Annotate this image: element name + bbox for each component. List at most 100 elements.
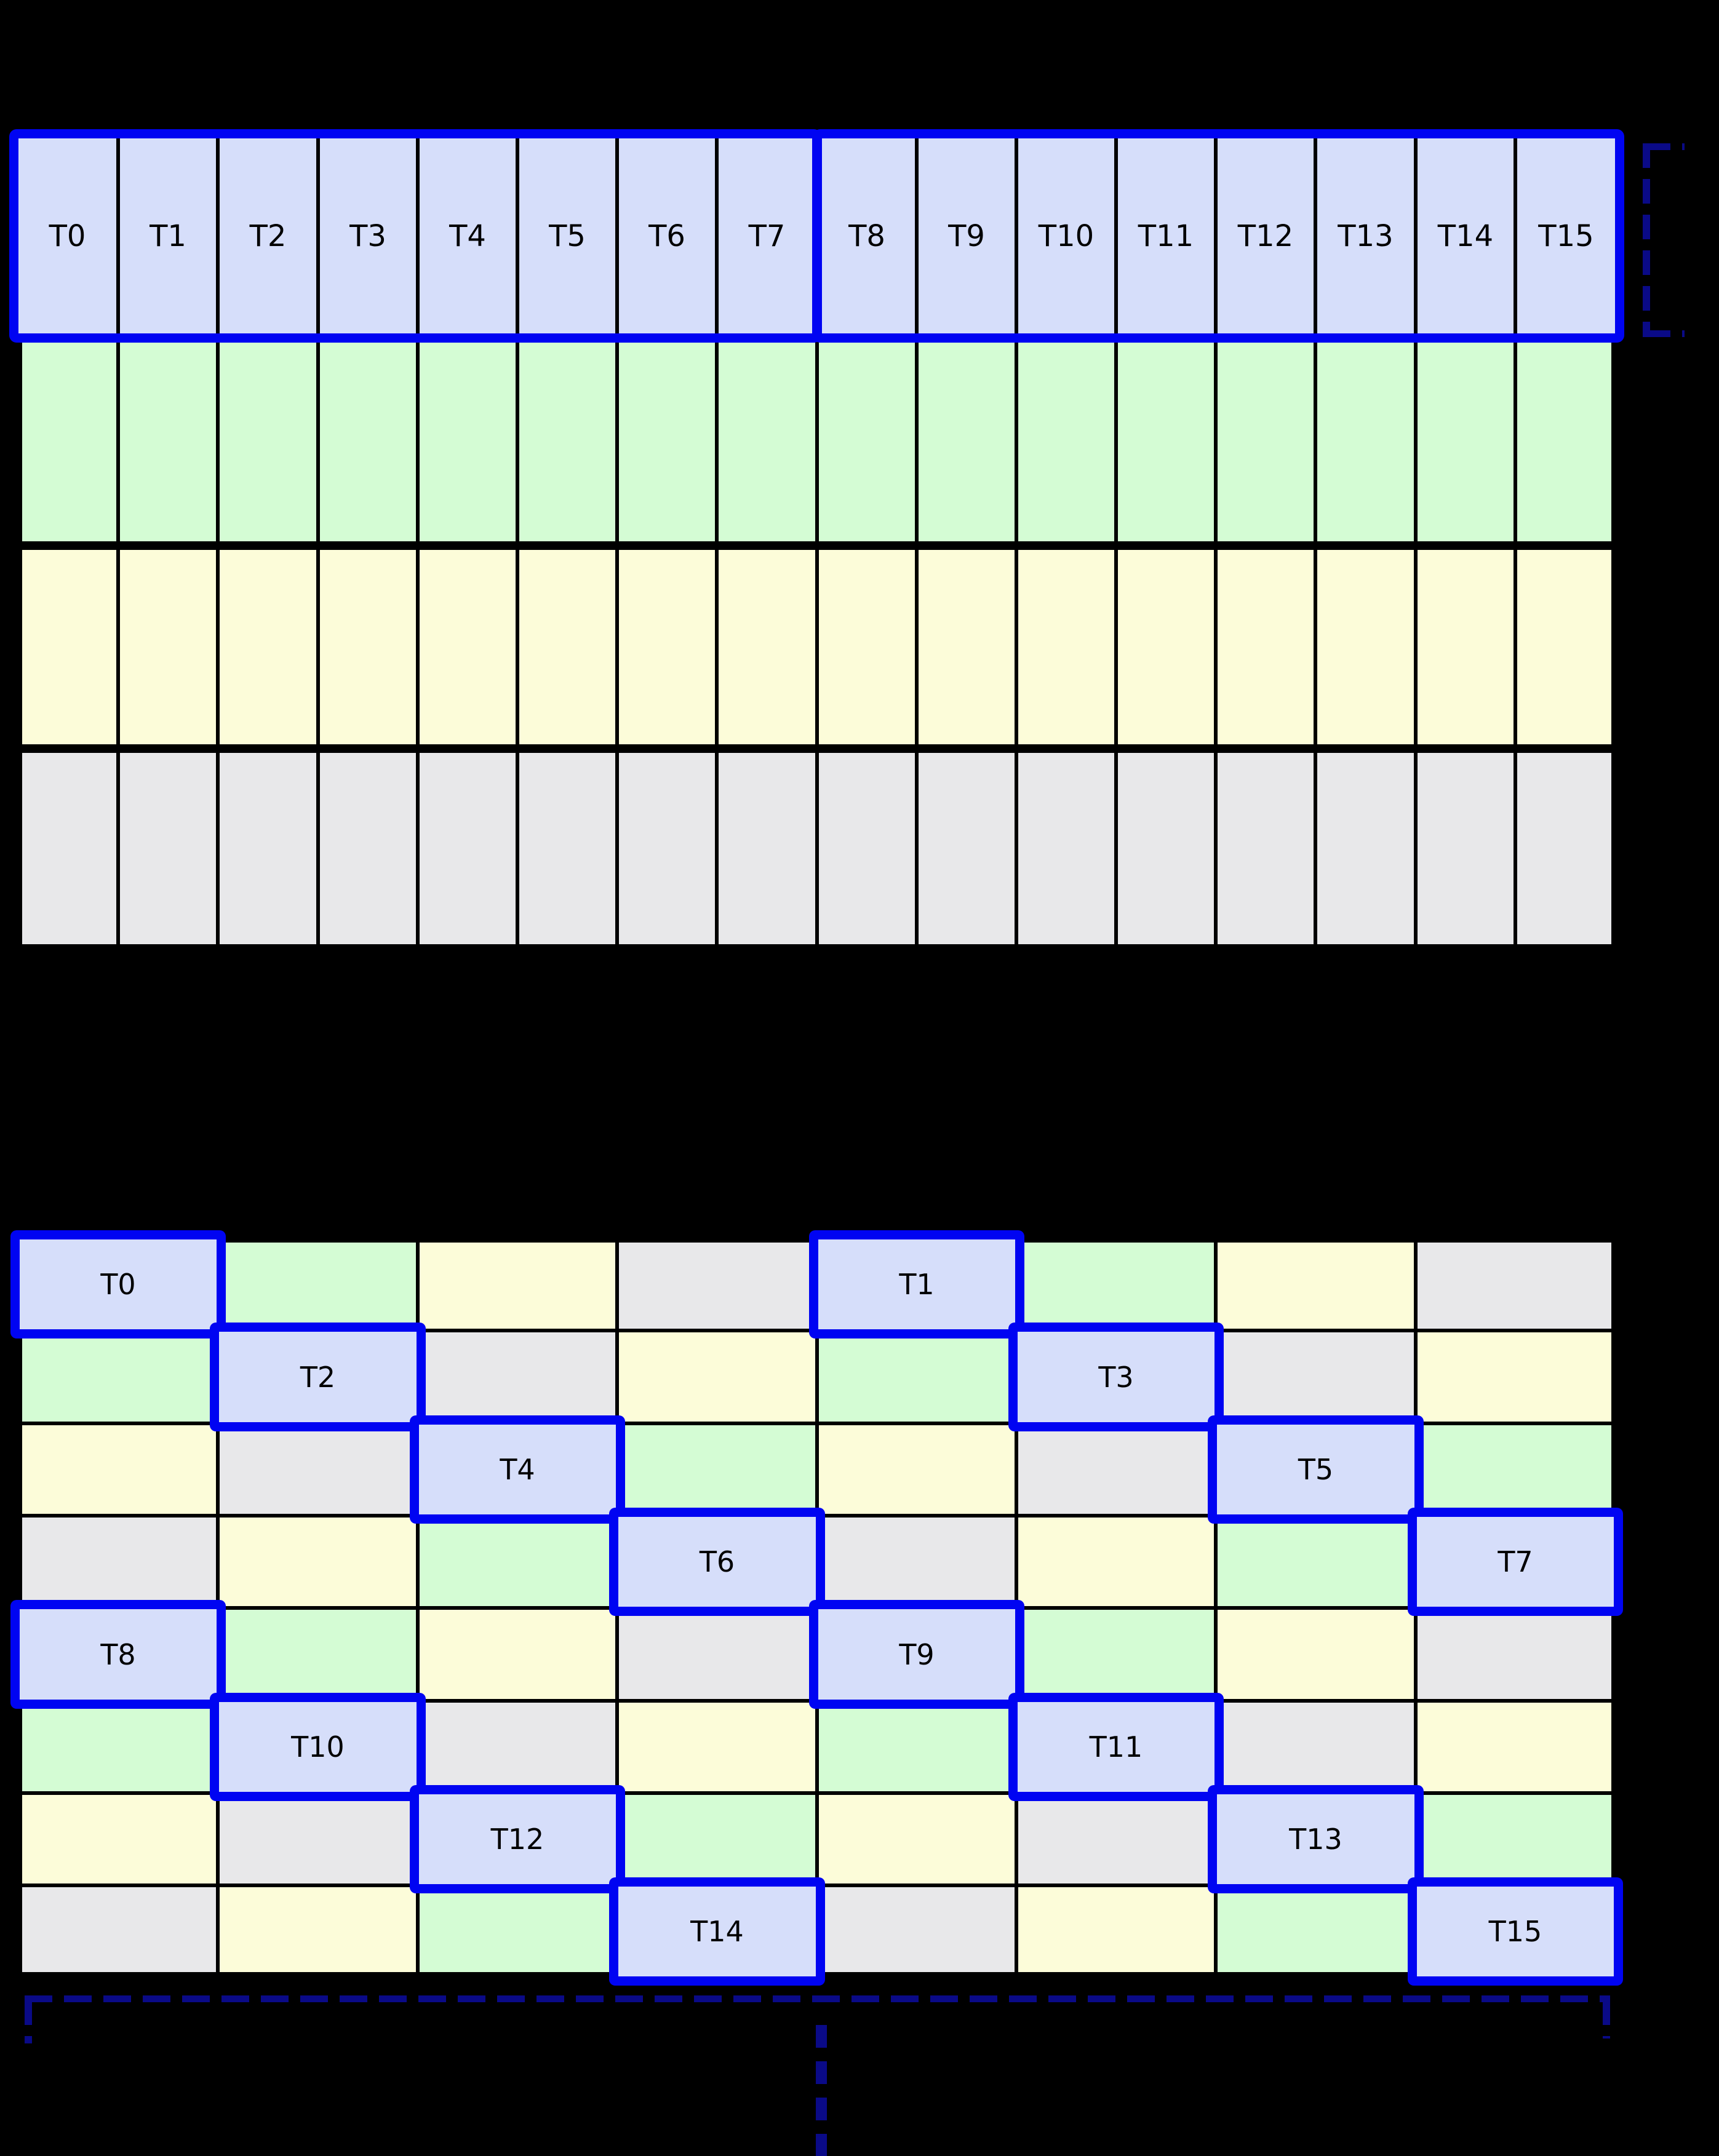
memory-cell-r6-c1	[218, 1793, 418, 1885]
element-cell-row2-col1	[118, 546, 218, 749]
memory-cell-r7-c4	[817, 1885, 1016, 1978]
memory-cell-r0-c1	[218, 1238, 418, 1331]
memory-cell-r1-c2	[418, 1331, 617, 1423]
element-cell-row2-col13	[1315, 546, 1416, 749]
thread-access-box-T7: T7	[1408, 1508, 1623, 1616]
thread-cell-T1: T1	[118, 138, 218, 333]
thread-access-box-T12: T12	[410, 1785, 625, 1893]
element-cell-row1-col7	[717, 343, 817, 546]
element-cell-row2-col6	[617, 546, 717, 749]
memory-cell-r1-c7	[1416, 1331, 1615, 1423]
memory-cell-r4-c5	[1016, 1608, 1216, 1701]
memory-cell-r2-c7	[1416, 1423, 1615, 1516]
element-cell-row3-col15	[1515, 749, 1615, 952]
thread-access-box-T4: T4	[410, 1415, 625, 1524]
memory-cell-r0-c7	[1416, 1238, 1615, 1331]
memory-cell-r7-c5	[1016, 1885, 1216, 1978]
element-cell-row2-col14	[1416, 546, 1515, 749]
element-cell-row3-col9	[917, 749, 1016, 952]
thread-access-box-T10: T10	[210, 1693, 426, 1801]
element-cell-row1-col14	[1416, 343, 1515, 546]
element-cell-row1-col10	[1016, 343, 1116, 546]
memory-cell-r7-c1	[218, 1885, 418, 1978]
thread-access-box-T8: T8	[10, 1600, 226, 1709]
element-cell-row3-col8	[817, 749, 917, 952]
thread-cell-T15: T15	[1515, 138, 1615, 333]
element-cell-row2-col3	[318, 546, 418, 749]
thread-cell-T12: T12	[1216, 138, 1315, 333]
memory-cell-r6-c5	[1016, 1793, 1216, 1885]
memory-cell-r3-c6	[1216, 1516, 1416, 1608]
memory-cell-r1-c0	[18, 1331, 218, 1423]
element-cell-row3-col2	[218, 749, 318, 952]
memory-cell-r4-c3	[617, 1608, 817, 1701]
memory-cell-r1-c4	[817, 1331, 1016, 1423]
element-cell-row1-col6	[617, 343, 717, 546]
memory-cell-r3-c4	[817, 1516, 1016, 1608]
memory-row-bracket-right-tick	[1603, 2000, 1610, 2039]
element-cell-row2-col15	[1515, 546, 1615, 749]
memory-cell-r4-c1	[218, 1608, 418, 1701]
thread-access-box-T0: T0	[10, 1230, 226, 1339]
element-cell-row3-col11	[1116, 749, 1216, 952]
element-cell-row3-col7	[717, 749, 817, 952]
thread-cell-T5: T5	[517, 138, 617, 333]
element-cell-row2-col5	[517, 546, 617, 749]
element-cell-row1-col3	[318, 343, 418, 546]
element-cell-row3-col6	[617, 749, 717, 952]
element-cell-row1-col5	[517, 343, 617, 546]
memory-cell-r3-c5	[1016, 1516, 1216, 1608]
thread-cell-T6: T6	[617, 138, 717, 333]
memory-cell-r6-c0	[18, 1793, 218, 1885]
element-cell-row1-col13	[1315, 343, 1416, 546]
element-cell-row2-col12	[1216, 546, 1315, 749]
memory-cell-r4-c7	[1416, 1608, 1615, 1701]
thread-cell-T7: T7	[717, 138, 817, 333]
memory-cell-r3-c1	[218, 1516, 418, 1608]
memory-cell-r2-c5	[1016, 1423, 1216, 1516]
warp-row-bracket-bottom-arm	[1643, 330, 1685, 337]
continuation-dots	[816, 2025, 827, 2156]
element-cell-row1-col4	[418, 343, 517, 546]
thread-cell-T2: T2	[218, 138, 318, 333]
memory-cell-r7-c0	[18, 1885, 218, 1978]
memory-cell-r5-c0	[18, 1701, 218, 1793]
element-cell-row1-col15	[1515, 343, 1615, 546]
element-cell-row3-col5	[517, 749, 617, 952]
memory-row-bracket-line	[25, 1995, 1610, 2002]
element-cell-row2-col7	[717, 546, 817, 749]
memory-cell-r7-c2	[418, 1885, 617, 1978]
element-cell-row1-col1	[118, 343, 218, 546]
thread-cell-T11: T11	[1116, 138, 1216, 333]
memory-cell-r7-c6	[1216, 1885, 1416, 1978]
element-cell-row3-col3	[318, 749, 418, 952]
memory-cell-r3-c0	[18, 1516, 218, 1608]
thread-cell-T4: T4	[418, 138, 517, 333]
thread-access-box-T9: T9	[809, 1600, 1024, 1709]
memory-cell-r0-c5	[1016, 1238, 1216, 1331]
memory-cell-r2-c1	[218, 1423, 418, 1516]
element-cell-row2-col11	[1116, 546, 1216, 749]
element-cell-row3-col4	[418, 749, 517, 952]
thread-cell-T8: T8	[817, 138, 917, 333]
warp-row-bracket-top-arm	[1643, 143, 1685, 150]
memory-cell-r6-c7	[1416, 1793, 1615, 1885]
element-cell-row1-col11	[1116, 343, 1216, 546]
element-cell-row2-col9	[917, 546, 1016, 749]
element-cell-row3-col1	[118, 749, 218, 952]
memory-cell-r5-c4	[817, 1701, 1016, 1793]
element-cell-row1-col12	[1216, 343, 1315, 546]
memory-cell-r0-c2	[418, 1238, 617, 1331]
element-cell-row3-col10	[1016, 749, 1116, 952]
thread-cell-T3: T3	[318, 138, 418, 333]
memory-cell-r0-c6	[1216, 1238, 1416, 1331]
element-cell-row2-col4	[418, 546, 517, 749]
memory-cell-r4-c6	[1216, 1608, 1416, 1701]
memory-cell-r2-c0	[18, 1423, 218, 1516]
thread-access-box-T5: T5	[1208, 1415, 1424, 1524]
memory-cell-r0-c3	[617, 1238, 817, 1331]
element-cell-row2-col8	[817, 546, 917, 749]
memory-cell-r5-c3	[617, 1701, 817, 1793]
memory-cell-r5-c2	[418, 1701, 617, 1793]
